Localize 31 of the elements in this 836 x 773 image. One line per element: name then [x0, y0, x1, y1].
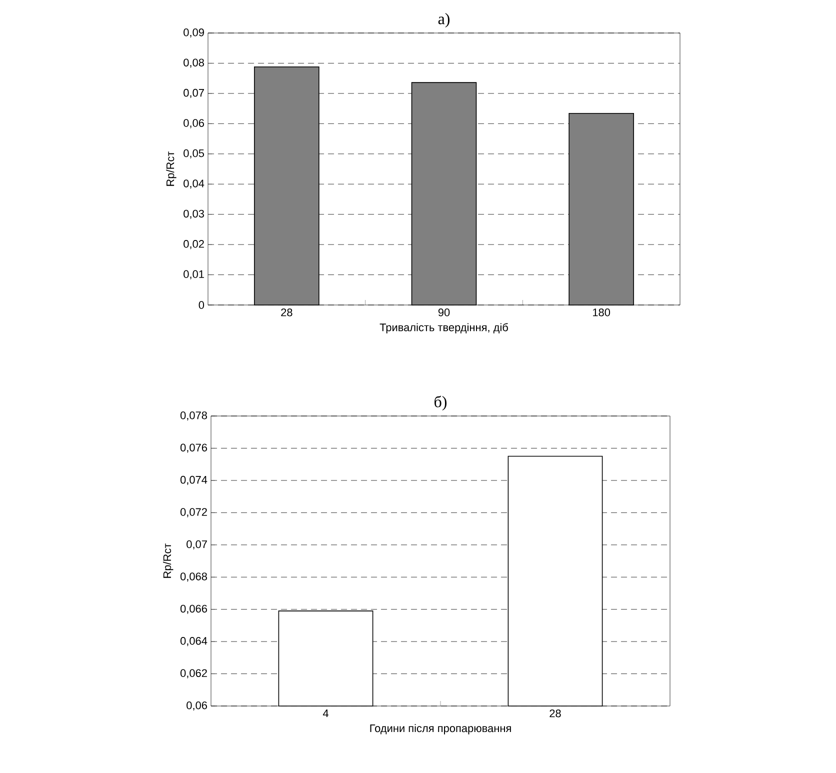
- chart-title: б): [434, 396, 447, 410]
- y-tick-label: 0,03: [184, 210, 204, 219]
- y-tick-label: 0,068: [180, 572, 207, 582]
- y-axis-title: Rp/Rст: [163, 543, 174, 578]
- y-tick-label: 0,076: [180, 444, 207, 453]
- y-tick-label: 0,02: [184, 240, 204, 250]
- y-tick-label: 0,064: [180, 637, 208, 646]
- y-tick-label: 0: [198, 301, 204, 309]
- y-tick-label: 0,08: [184, 58, 204, 68]
- x-axis-title: Години після пропарювання: [370, 724, 511, 734]
- y-axis-title: Rp/Rст: [166, 151, 176, 186]
- y-tick-label: 0,09: [184, 28, 204, 38]
- y-tick-label: 0,074: [180, 476, 208, 485]
- y-tick-label: 0,066: [180, 604, 207, 614]
- y-tick-label: 0,07: [186, 540, 207, 550]
- y-tick-label: 0,07: [184, 88, 204, 98]
- x-axis-title: Тривалість твердіння, діб: [380, 323, 508, 334]
- y-tick-label: 0,06: [186, 701, 207, 711]
- y-tick-label: 0,078: [180, 411, 207, 421]
- x-tick-label: 28: [550, 710, 561, 718]
- x-tick-label: 90: [438, 308, 450, 316]
- y-tick-label: 0,06: [184, 119, 204, 128]
- y-tick-label: 0,062: [180, 669, 207, 678]
- x-tick-label: 180: [593, 308, 610, 316]
- x-tick-label: 28: [281, 308, 292, 316]
- x-tick-label: 4: [322, 710, 328, 718]
- chart-title: а): [438, 13, 450, 28]
- y-tick-label: 0,072: [180, 508, 207, 518]
- y-tick-label: 0,01: [184, 270, 204, 280]
- y-tick-label: 0,05: [184, 149, 204, 158]
- y-tick-label: 0,04: [184, 180, 204, 189]
